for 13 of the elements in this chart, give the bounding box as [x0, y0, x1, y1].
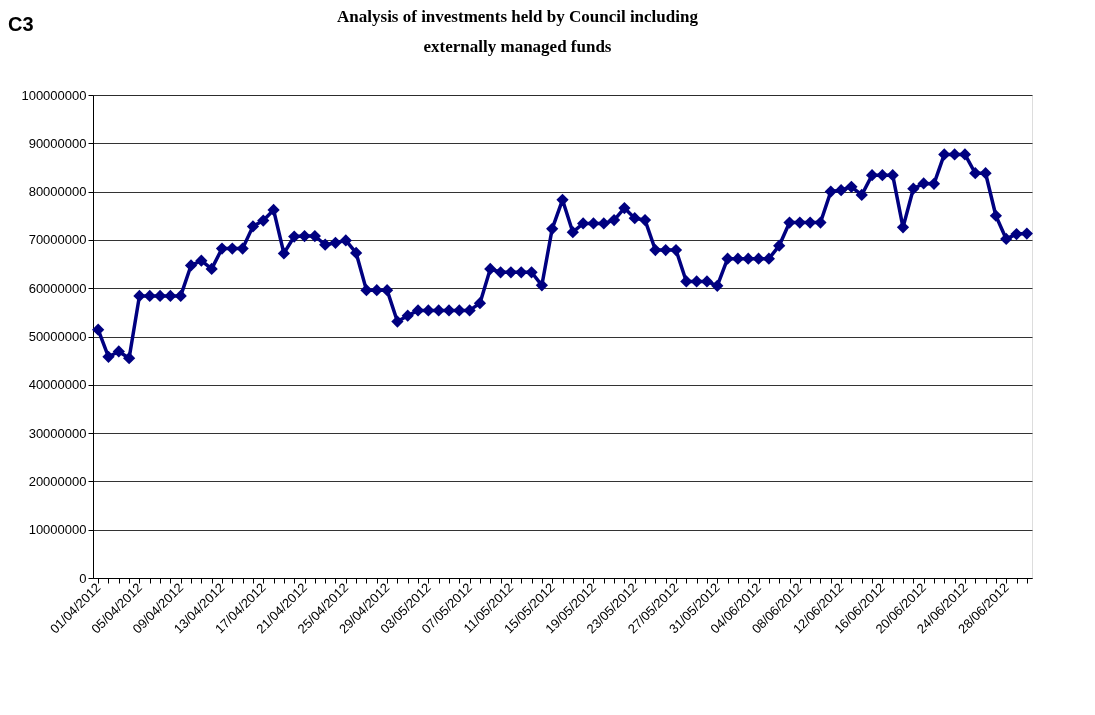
y-tick-label: 60000000 — [28, 280, 87, 296]
chart-title: Analysis of investments held by Council including externally managed funds — [337, 7, 699, 56]
y-tick-label: 70000000 — [28, 232, 87, 248]
y-tick-label: 10000000 — [28, 522, 87, 538]
y-tick-label: 100000000 — [21, 87, 87, 103]
y-tick-label: 50000000 — [28, 329, 87, 344]
y-tick-label: 30000000 — [28, 425, 87, 441]
text: C3 — [8, 13, 34, 35]
y-tick-label: 40000000 — [28, 377, 87, 393]
y-tick-label: 80000000 — [28, 184, 87, 200]
y-tick-label: 20000000 — [28, 473, 87, 489]
y-tick-label: 90000000 — [28, 135, 87, 151]
y-tick-label: 0 — [79, 570, 87, 586]
